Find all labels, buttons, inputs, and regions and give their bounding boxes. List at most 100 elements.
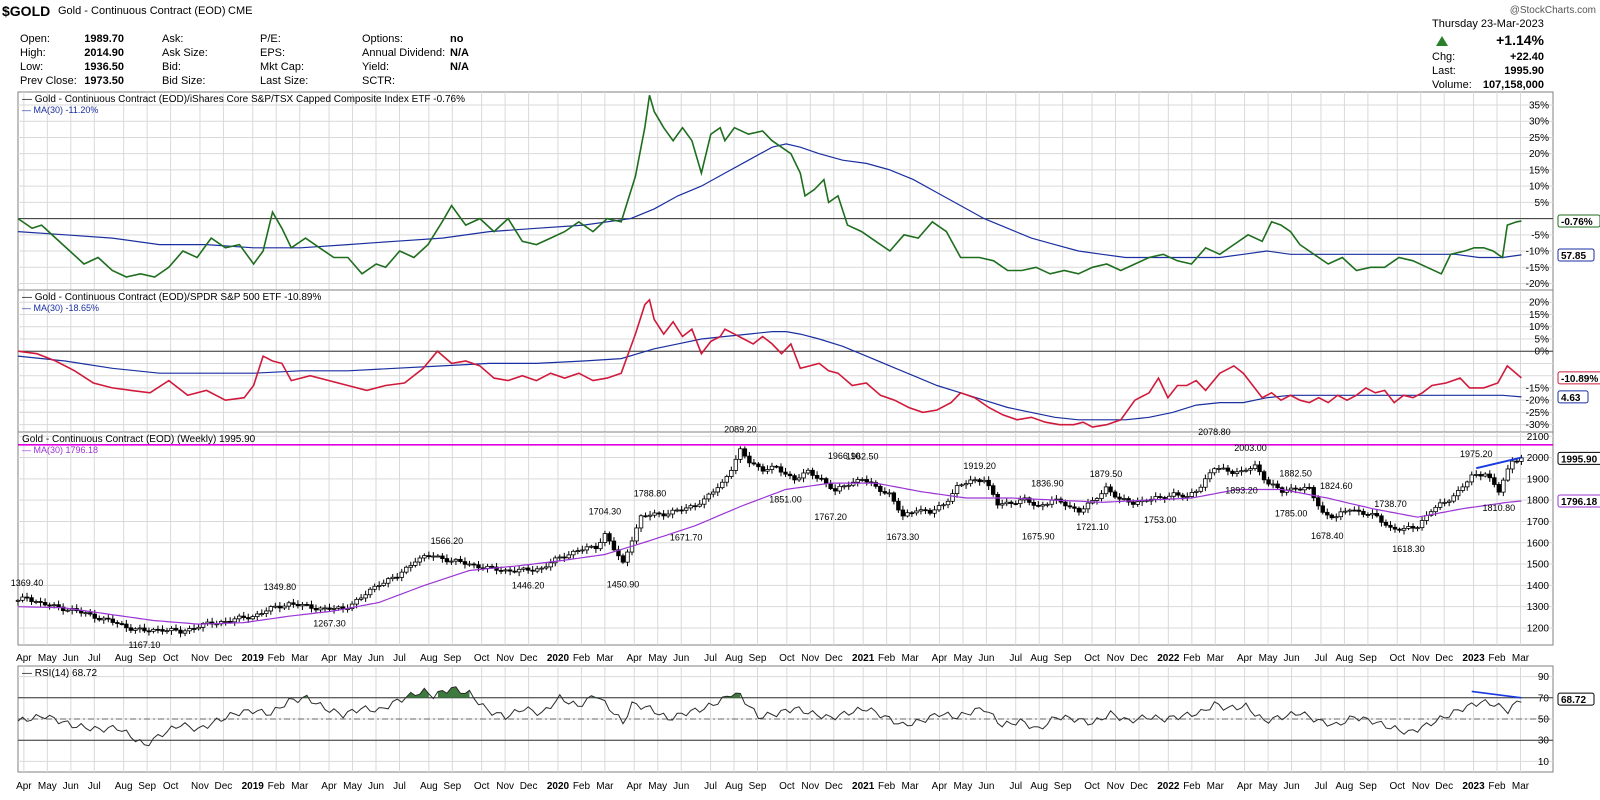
x-tick-label: Mar [291, 781, 309, 792]
candle-body [941, 504, 946, 507]
candle-body [995, 494, 1000, 506]
x-tick-label: Aug [115, 781, 133, 792]
candle-body [638, 515, 644, 529]
x-tick-label: Aug [1030, 653, 1048, 664]
x-tick-label: Feb [1183, 781, 1201, 792]
x-tick-label: Aug [1030, 781, 1048, 792]
candle-body [1013, 503, 1018, 505]
trend-line [1476, 456, 1522, 470]
candle-body [778, 466, 784, 473]
candle-body [146, 630, 152, 633]
candle-body [1510, 460, 1515, 470]
candle-body [765, 469, 770, 472]
x-tick-label: Oct [1084, 781, 1100, 792]
candle-body [557, 556, 562, 559]
candle-body [1334, 516, 1339, 519]
candle-body [313, 607, 319, 611]
x-tick-label: Nov [191, 653, 209, 664]
candle-body [1406, 526, 1411, 529]
panel-title: Gold - Continuous Contract (EOD) (Weekly… [22, 434, 256, 445]
candle-body [905, 512, 910, 517]
candle-body [796, 477, 802, 481]
candle-body [15, 599, 21, 602]
candle-body [525, 567, 531, 571]
x-tick-label: Apr [1237, 653, 1253, 664]
y-tick-label: 1400 [1527, 581, 1550, 592]
candle-body [580, 549, 585, 552]
price-annotation: 1704.30 [589, 507, 622, 517]
price-annotation: 1673.30 [887, 532, 920, 542]
candle-body [589, 545, 594, 548]
candle-body [1410, 526, 1416, 529]
candle-body [1514, 460, 1520, 463]
candle-body [507, 569, 513, 572]
candle-body [191, 628, 197, 630]
candle-body [386, 578, 391, 584]
candle-body [264, 610, 269, 614]
candle-body [151, 628, 156, 632]
y-tick-label: -20% [1526, 396, 1549, 407]
y-tick-label: -10% [1526, 247, 1549, 258]
candle-body [291, 602, 296, 605]
price-annotation: 1767.20 [814, 512, 847, 522]
candle-body [1270, 483, 1276, 486]
x-tick-label: Sep [138, 781, 156, 792]
price-annotation: 1753.00 [1144, 515, 1177, 525]
x-tick-label: Jul [1315, 653, 1328, 664]
x-tick-label: Sep [749, 653, 767, 664]
y-tick-label: 20% [1529, 149, 1549, 160]
candle-body [390, 576, 395, 580]
price-annotation: 1721.10 [1076, 522, 1109, 532]
candle-body [760, 466, 766, 472]
price-annotation: 1566.20 [431, 536, 464, 546]
y-tick-label: 70 [1538, 693, 1550, 704]
x-tick-label: Aug [1336, 653, 1354, 664]
x-tick-label: Apr [321, 781, 337, 792]
candle-body [1451, 495, 1456, 502]
candle-body [887, 492, 892, 495]
last-value-label-box [1557, 692, 1595, 706]
x-tick-label: Dec [1435, 653, 1453, 664]
candle-body [1347, 509, 1353, 512]
price-annotation: 1836.90 [1031, 478, 1064, 488]
candle-body [38, 601, 43, 603]
candle-body [232, 618, 237, 623]
x-tick-label: 2019 [242, 781, 265, 792]
candle-body [1352, 509, 1357, 512]
candle-body [1356, 509, 1362, 512]
candle-body [1239, 470, 1244, 473]
price-annotation: 1893.20 [1225, 485, 1258, 495]
candle-body [273, 605, 278, 608]
ma-legend: — MA(30) -11.20% [22, 105, 98, 115]
ma-last-label: 57.85 [1561, 251, 1586, 262]
up-arrow-icon [1436, 36, 1448, 49]
y-tick-label: 15% [1529, 310, 1549, 321]
x-tick-label: May [1259, 781, 1278, 792]
candle-body [1487, 473, 1492, 479]
price-annotation: 1167.10 [128, 640, 160, 650]
stat-label: EPS: [260, 47, 286, 59]
x-tick-label: Apr [1237, 781, 1253, 792]
y-tick-label: 2100 [1527, 432, 1550, 443]
candle-body [530, 569, 535, 572]
candle-body [56, 604, 61, 608]
candle-body [1027, 497, 1032, 503]
x-tick-label: Jun [978, 781, 994, 792]
candle-body [327, 607, 332, 610]
last-value-label-box [1557, 451, 1600, 465]
candle-body [571, 550, 576, 556]
candle-body [187, 628, 192, 632]
candle-body [250, 616, 255, 620]
y-tick-label: 50 [1538, 715, 1550, 726]
candle-body [503, 569, 508, 572]
candle-body [516, 568, 522, 573]
candle-body [42, 602, 48, 606]
x-tick-label: Oct [1389, 781, 1405, 792]
y-tick-label: 5% [1535, 334, 1550, 345]
stats-col4-values: no N/A N/A [450, 32, 469, 74]
y-tick-label: -5% [1531, 230, 1549, 241]
x-tick-label: Jun [1284, 781, 1300, 792]
candle-body [846, 484, 851, 487]
candle-body [1176, 492, 1181, 496]
